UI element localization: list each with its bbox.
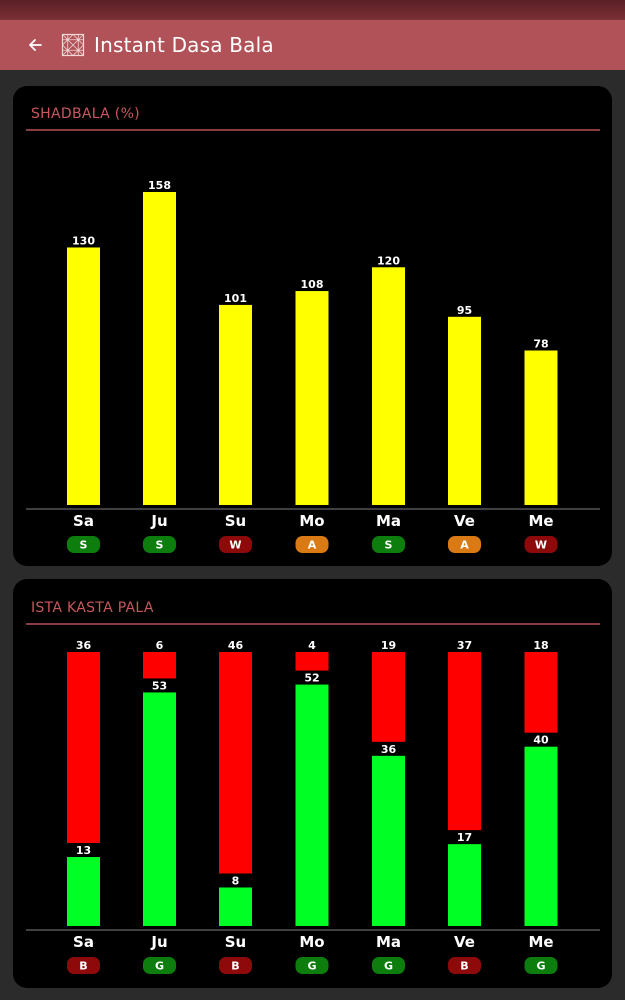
shadbala-bar-su [219,304,252,505]
ista-kasta-badge-text: B [231,960,239,973]
page-title: Instant Dasa Bala [94,33,274,57]
ista-kasta-badge-text: G [384,960,393,973]
ista-kasta-badge [219,957,252,974]
shadbala-strength-badge-text: A [308,539,317,552]
ista-kasta-category-label: Ju [150,933,167,951]
shadbala-strength-badge-text: S [156,539,164,552]
ishta-value-label: 17 [457,831,472,844]
ista-kasta-title-rule [26,623,600,625]
kashta-value-label: 37 [457,639,472,652]
back-button[interactable] [20,30,50,60]
ista-kasta-category-label: Sa [73,933,94,951]
kashta-bar-ve [448,652,481,831]
ista-kasta-badge-text: G [307,960,316,973]
shadbala-category-label: Sa [73,512,94,530]
shadbala-bar-ma [372,267,405,505]
status-bar [0,0,625,20]
ista-kasta-badge-text: G [536,960,545,973]
ista-kasta-badge [143,957,176,974]
ista-kasta-badge-text: B [460,960,468,973]
kashta-value-label: 6 [156,639,164,652]
shadbala-category-label: Su [225,512,246,530]
shadbala-chart: 130 158 101 108 120 95 78 Sa S Ju S Su W Mo A Ma S Ve A Me W [26,179,600,553]
ista-kasta-badge-text: B [79,960,87,973]
shadbala-strength-badge-text: W [229,539,241,552]
kashta-bar-su [219,652,252,874]
ista-kasta-category-label: Mo [299,933,324,951]
kashta-value-label: 19 [381,639,396,652]
shadbala-value-label: 78 [533,337,548,350]
shadbala-strength-badge-text: S [385,539,393,552]
shadbala-title-rule [26,129,600,131]
ista-kasta-chart: 36 13 6 53 46 8 4 52 19 36 37 17 18 40 Sa B Ju G Su B Mo G Ma G… [26,639,600,974]
shadbala-strength-badge-text: W [535,539,547,552]
shadbala-value-label: 95 [457,304,472,317]
shadbala-strength-badge-text: A [460,539,469,552]
shadbala-strength-badge [524,536,558,553]
ishta-bar-ve [448,844,481,926]
shadbala-title: SHADBALA (%) [31,106,140,122]
ishta-bar-mo [295,684,329,926]
ista-kasta-badge [372,957,405,974]
kashta-value-label: 18 [533,639,548,652]
ishta-value-label: 53 [152,679,167,692]
shadbala-strength-badge [448,536,481,553]
ishta-bar-sa [67,857,100,926]
ishta-value-label: 13 [76,844,91,857]
shadbala-category-label: Me [528,512,553,530]
ista-kasta-title: ISTA KASTA PALA [31,600,154,616]
shadbala-category-label: Ma [376,512,401,530]
shadbala-category-label: Mo [299,512,324,530]
ista-kasta-badge [67,957,100,974]
kashta-value-label: 36 [76,639,92,652]
ishta-value-label: 40 [533,734,549,747]
shadbala-bar-ve [448,316,481,505]
app-logo-icon [61,33,85,57]
shadbala-value-label: 108 [301,278,324,291]
shadbala-strength-badge-text: S [80,539,88,552]
ishta-value-label: 52 [304,672,319,685]
kashta-bar-sa [67,652,100,844]
shadbala-value-label: 101 [224,292,247,305]
shadbala-value-label: 120 [377,254,400,267]
shadbala-strength-badge [219,536,252,553]
ista-kasta-badge [524,957,558,974]
ishta-bar-ju [143,692,176,926]
shadbala-card: SHADBALA (%) 130 158 101 108 120 95 78 Sa S Ju S Su… [13,86,612,566]
kashta-bar-mo [295,652,329,671]
shadbala-bar-mo [295,291,329,505]
ista-kasta-category-label: Me [528,933,553,951]
ishta-value-label: 8 [232,874,240,887]
ishta-bar-su [219,887,252,926]
shadbala-category-label: Ve [454,512,475,530]
kashta-value-label: 46 [228,639,244,652]
shadbala-value-label: 158 [148,179,171,192]
ishta-value-label: 36 [381,743,397,756]
shadbala-bar-sa [67,247,100,505]
shadbala-bar-me [524,350,558,505]
shadbala-value-label: 130 [72,234,95,247]
shadbala-category-label: Ju [150,512,167,530]
ista-kasta-badge-text: G [155,960,164,973]
ista-kasta-category-label: Ve [454,933,475,951]
kashta-bar-me [524,652,558,733]
ishta-bar-me [524,746,558,926]
kashta-bar-ma [372,652,405,742]
kashta-bar-ju [143,652,176,679]
shadbala-strength-badge [143,536,176,553]
ista-kasta-badge [295,957,329,974]
ista-kasta-category-label: Su [225,933,246,951]
shadbala-bar-ju [143,192,176,505]
ista-kasta-card: ISTA KASTA PALA 36 13 6 53 46 8 4 52 19 36 37 17 18 4… [13,579,612,988]
shadbala-strength-badge [295,536,329,553]
kashta-value-label: 4 [308,639,316,652]
shadbala-strength-badge [67,536,100,553]
ista-kasta-category-label: Ma [376,933,401,951]
ishta-bar-ma [372,755,405,926]
ista-kasta-badge [448,957,481,974]
app-bar: Instant Dasa Bala [0,20,625,70]
shadbala-strength-badge [372,536,405,553]
arrow-left-icon [29,39,42,51]
